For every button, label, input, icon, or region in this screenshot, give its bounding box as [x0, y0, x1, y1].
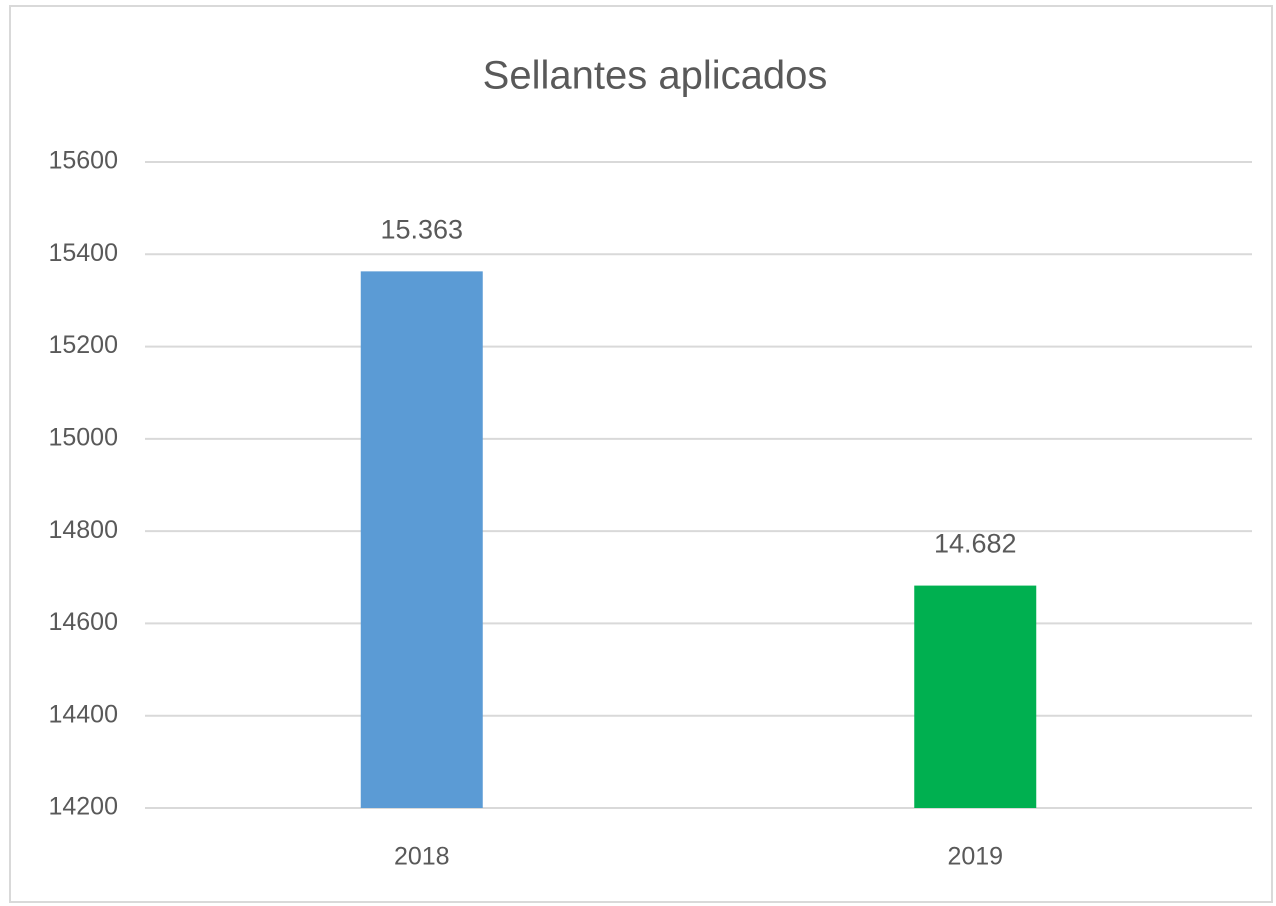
y-tick-label: 15000 [48, 423, 118, 451]
data-label: 15.363 [380, 214, 463, 244]
chart-title: Sellantes aplicados [483, 54, 828, 98]
y-tick-label: 15200 [48, 331, 118, 359]
bar [914, 585, 1037, 808]
y-tick-label: 14800 [48, 516, 118, 544]
y-tick-label: 15600 [48, 147, 118, 175]
chart-frame [9, 5, 1273, 903]
y-tick-label: 14200 [48, 793, 118, 821]
y-tick-label: 14600 [48, 608, 118, 636]
bar [360, 271, 483, 808]
x-tick-label: 2019 [947, 843, 1003, 871]
data-label: 14.682 [934, 529, 1017, 559]
x-tick-label: 2018 [394, 843, 450, 871]
y-tick-label: 15400 [48, 239, 118, 267]
y-tick-label: 14400 [48, 700, 118, 728]
